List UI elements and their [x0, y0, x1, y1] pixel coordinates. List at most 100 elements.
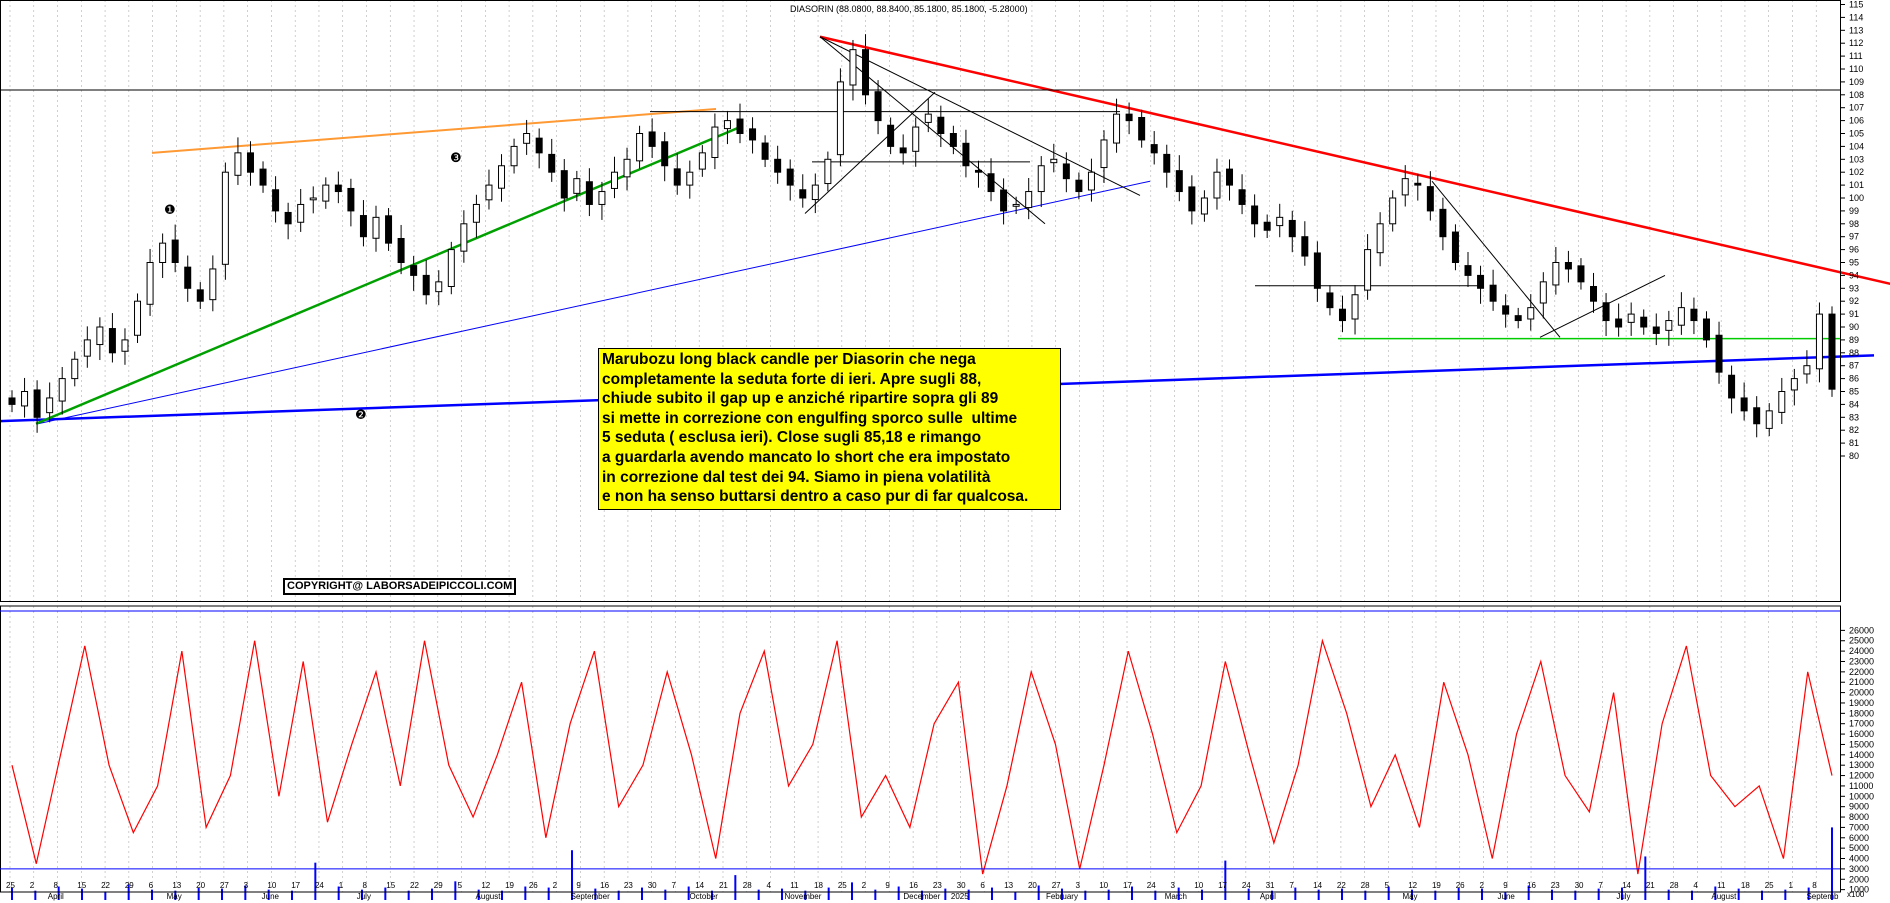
- candle-body: [1451, 231, 1459, 263]
- candle-body: [1000, 189, 1008, 212]
- candle-body: [585, 181, 593, 205]
- osc-y-tick-label: 20000: [1849, 688, 1874, 698]
- x-day-tick: 3: [1075, 881, 1080, 890]
- candle-body: [485, 184, 493, 201]
- x-day-tick: 22: [410, 881, 419, 890]
- candle-body: [8, 397, 16, 405]
- osc-y-tick-label: 21000: [1849, 677, 1874, 687]
- osc-y-tick-label: 23000: [1849, 656, 1874, 666]
- x-day-tick: 22: [1337, 881, 1346, 890]
- candle-body: [736, 118, 744, 135]
- candle-body: [284, 211, 292, 225]
- candle-body: [661, 141, 669, 167]
- candle-body: [1301, 236, 1309, 257]
- x-month-label: July: [357, 892, 371, 901]
- osc-y-tick-label: 4000: [1849, 854, 1869, 864]
- candle-body: [1828, 313, 1836, 390]
- x-day-tick: 4: [767, 881, 772, 890]
- x-day-tick: 20: [196, 881, 205, 890]
- wave-labels: ❶ ❷ ❸: [164, 151, 462, 423]
- candle-body: [1439, 208, 1447, 238]
- candle-body: [1627, 313, 1635, 323]
- y-tick-label: 101: [1849, 180, 1864, 190]
- y-tick-label: 95: [1849, 258, 1859, 268]
- x-day-tick: 24: [1242, 881, 1251, 890]
- candle-body: [1364, 249, 1372, 291]
- candle-body: [1351, 294, 1359, 320]
- candle-body: [824, 158, 832, 185]
- candle-body: [623, 158, 631, 178]
- x-month-label: August: [1711, 892, 1737, 901]
- wave-label: ❷: [355, 408, 367, 423]
- x-day-tick: 13: [1004, 881, 1013, 890]
- y-tick-label: 87: [1849, 361, 1859, 371]
- candle-body: [887, 124, 895, 147]
- candle-body: [1087, 171, 1095, 191]
- x-month-label: December: [903, 892, 940, 901]
- x-day-tick: 19: [505, 881, 514, 890]
- note-line: 5 seduta ( esclusa ieri). Close sugli 85…: [602, 429, 982, 447]
- candle-body: [598, 191, 606, 205]
- candle-body: [974, 169, 982, 173]
- y-tick-label: 104: [1849, 141, 1864, 151]
- candle-body: [372, 216, 380, 239]
- y-tick-label: 90: [1849, 322, 1859, 332]
- candle-body: [1338, 308, 1346, 322]
- y-tick-label: 111: [1849, 51, 1863, 61]
- candle-body: [1502, 305, 1510, 315]
- candle-body: [422, 274, 430, 296]
- candle-body: [1728, 374, 1736, 399]
- x-month-label: March: [1165, 892, 1187, 901]
- x-day-tick: 2: [30, 881, 35, 890]
- osc-y-tick-label: 6000: [1849, 833, 1869, 843]
- candle-body: [723, 120, 731, 130]
- candle-body: [1012, 203, 1020, 207]
- x-day-tick: 28: [743, 881, 752, 890]
- candle-body: [1564, 262, 1572, 270]
- candle-body: [1263, 221, 1271, 231]
- x-month-label: May: [167, 892, 182, 901]
- candle-body: [209, 268, 217, 301]
- y-tick-label: 110: [1849, 64, 1863, 74]
- oscillator-panel: [11, 638, 1833, 900]
- candle-body: [874, 91, 882, 122]
- x-day-tick: 26: [1456, 881, 1465, 890]
- x-day-tick: 1: [1788, 881, 1793, 890]
- candle-body: [1276, 216, 1284, 227]
- candle-body: [899, 147, 907, 154]
- candle-body: [1765, 410, 1773, 429]
- x-day-tick: 5: [458, 881, 463, 890]
- candle-body: [1062, 163, 1070, 180]
- osc-frame: [0, 605, 1841, 893]
- y-tick-label: 100: [1849, 193, 1864, 203]
- annotation-note: Marubozu long black candle per Diasorin …: [598, 348, 1061, 510]
- osc-y-tick-label: 14000: [1849, 750, 1874, 760]
- y-tick-label: 97: [1849, 232, 1859, 242]
- candle-body: [648, 131, 656, 147]
- x-day-tick: 19: [1432, 881, 1441, 890]
- x-day-tick: 25: [6, 881, 15, 890]
- x-day-tick: 10: [267, 881, 276, 890]
- x-month-label: April: [48, 892, 64, 901]
- fan-line-5: [1539, 274, 1666, 338]
- candle-body: [849, 49, 857, 86]
- candle-body: [171, 239, 179, 263]
- candle-body: [1702, 318, 1710, 341]
- note-line: si mette in correzione con engulfing spo…: [602, 409, 1018, 427]
- candle-body: [949, 133, 957, 147]
- y-tick-label: 80: [1849, 451, 1859, 461]
- candle-body: [1803, 365, 1811, 375]
- x-day-tick: 30: [957, 881, 966, 890]
- x-day-tick: 12: [481, 881, 490, 890]
- candle-body: [1464, 265, 1472, 276]
- x-day-tick: 3: [1171, 881, 1176, 890]
- x-day-tick: 3: [244, 881, 249, 890]
- x-day-tick: 8: [362, 881, 367, 890]
- candle-body: [1815, 313, 1823, 370]
- resistance-line: [151, 107, 717, 154]
- candle-body: [460, 223, 468, 252]
- note-line: e non ha senso buttarsi dentro a caso pu…: [602, 488, 1029, 506]
- osc-y-tick-label: 19000: [1849, 698, 1874, 708]
- x-month-label: May: [1402, 892, 1417, 901]
